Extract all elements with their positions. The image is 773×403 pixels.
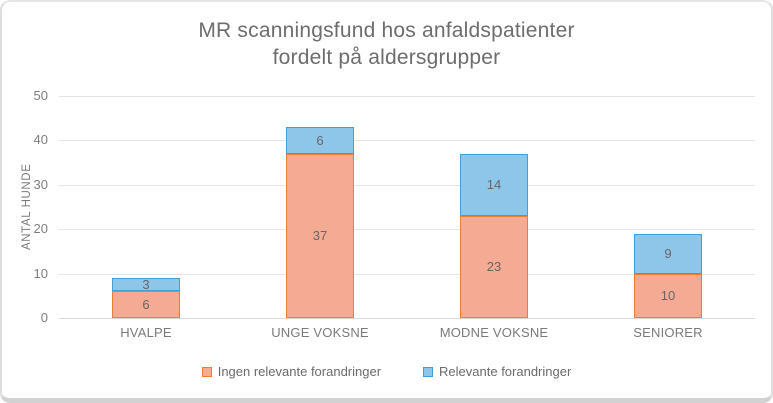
- x-axis-label-unge-voksne: UNGE VOKSNE: [271, 325, 369, 340]
- bar-value-label: 6: [316, 132, 324, 148]
- x-axis-label-modne-voksne: MODNE VOKSNE: [439, 325, 549, 340]
- plot-area: 6 3 37 6 23 14 10 9: [59, 96, 755, 319]
- legend-label: Relevante forandringer: [439, 364, 572, 379]
- legend-item-ingen-relevante-forandringer: Ingen relevante forandringer: [201, 364, 382, 379]
- gridline: [59, 318, 755, 319]
- stacked-bar: 37 6: [286, 96, 354, 318]
- gridline: [59, 184, 755, 186]
- y-tick-label: 40: [33, 132, 48, 148]
- x-axis-label-seniorer: SENIORER: [633, 325, 703, 340]
- bar-segment: 10: [634, 273, 702, 318]
- bar-segment: 6: [286, 127, 354, 154]
- stacked-bar: 10 9: [634, 96, 702, 318]
- gridline: [59, 140, 755, 142]
- x-axis-labels: HVALPE UNGE VOKSNE MODNE VOKSNE SENIORER: [59, 325, 755, 340]
- legend-swatch-orange-icon: [201, 366, 212, 377]
- bar-segment: 23: [460, 215, 528, 318]
- x-axis-label-hvalpe: HVALPE: [120, 325, 172, 340]
- bar-segment: 37: [286, 153, 354, 318]
- bar-group: 23 14: [407, 96, 581, 318]
- legend-item-relevante-forandringer: Relevante forandringer: [423, 364, 571, 379]
- bar-segment: 14: [460, 153, 528, 216]
- gridline: [59, 273, 755, 275]
- y-tick-label: 50: [33, 88, 48, 103]
- bar-segment: 3: [112, 277, 180, 293]
- bar-value-label: 14: [486, 177, 502, 193]
- y-tick-label: 30: [33, 176, 48, 192]
- bar-group: 37 6: [233, 96, 407, 318]
- bar-value-label: 3: [142, 277, 150, 293]
- chart-title-line-1: MR scanningsfund hos anfaldspatienter: [198, 19, 575, 42]
- bar-value-label: 23: [486, 259, 502, 275]
- legend-label: Ingen relevante forandringer: [217, 364, 382, 379]
- gridline: [59, 96, 755, 97]
- bar-value-label: 37: [312, 228, 328, 244]
- chart-title-line-2: fordelt på aldersgrupper: [272, 46, 501, 69]
- bars-row: 6 3 37 6 23 14 10 9: [59, 96, 755, 318]
- stacked-bar: 23 14: [460, 96, 528, 318]
- chart-title: MR scanningsfund hos anfaldspatienter fo…: [2, 17, 771, 71]
- bar-segment: 6: [112, 291, 180, 318]
- bar-segment: 9: [634, 233, 702, 274]
- y-tick-label: 10: [33, 265, 48, 281]
- legend-swatch-blue-icon: [423, 366, 434, 377]
- y-axis-ticks: 0 10 20 30 40 50: [2, 88, 48, 325]
- bar-value-label: 6: [142, 297, 150, 313]
- y-tick-label: 0: [40, 310, 48, 325]
- bar-value-label: 10: [660, 288, 676, 304]
- bar-group: 10 9: [581, 96, 755, 318]
- bar-value-label: 9: [664, 246, 672, 262]
- legend: Ingen relevante forandringer Relevante f…: [2, 364, 771, 379]
- y-tick-label: 20: [33, 221, 48, 237]
- gridline: [59, 229, 755, 231]
